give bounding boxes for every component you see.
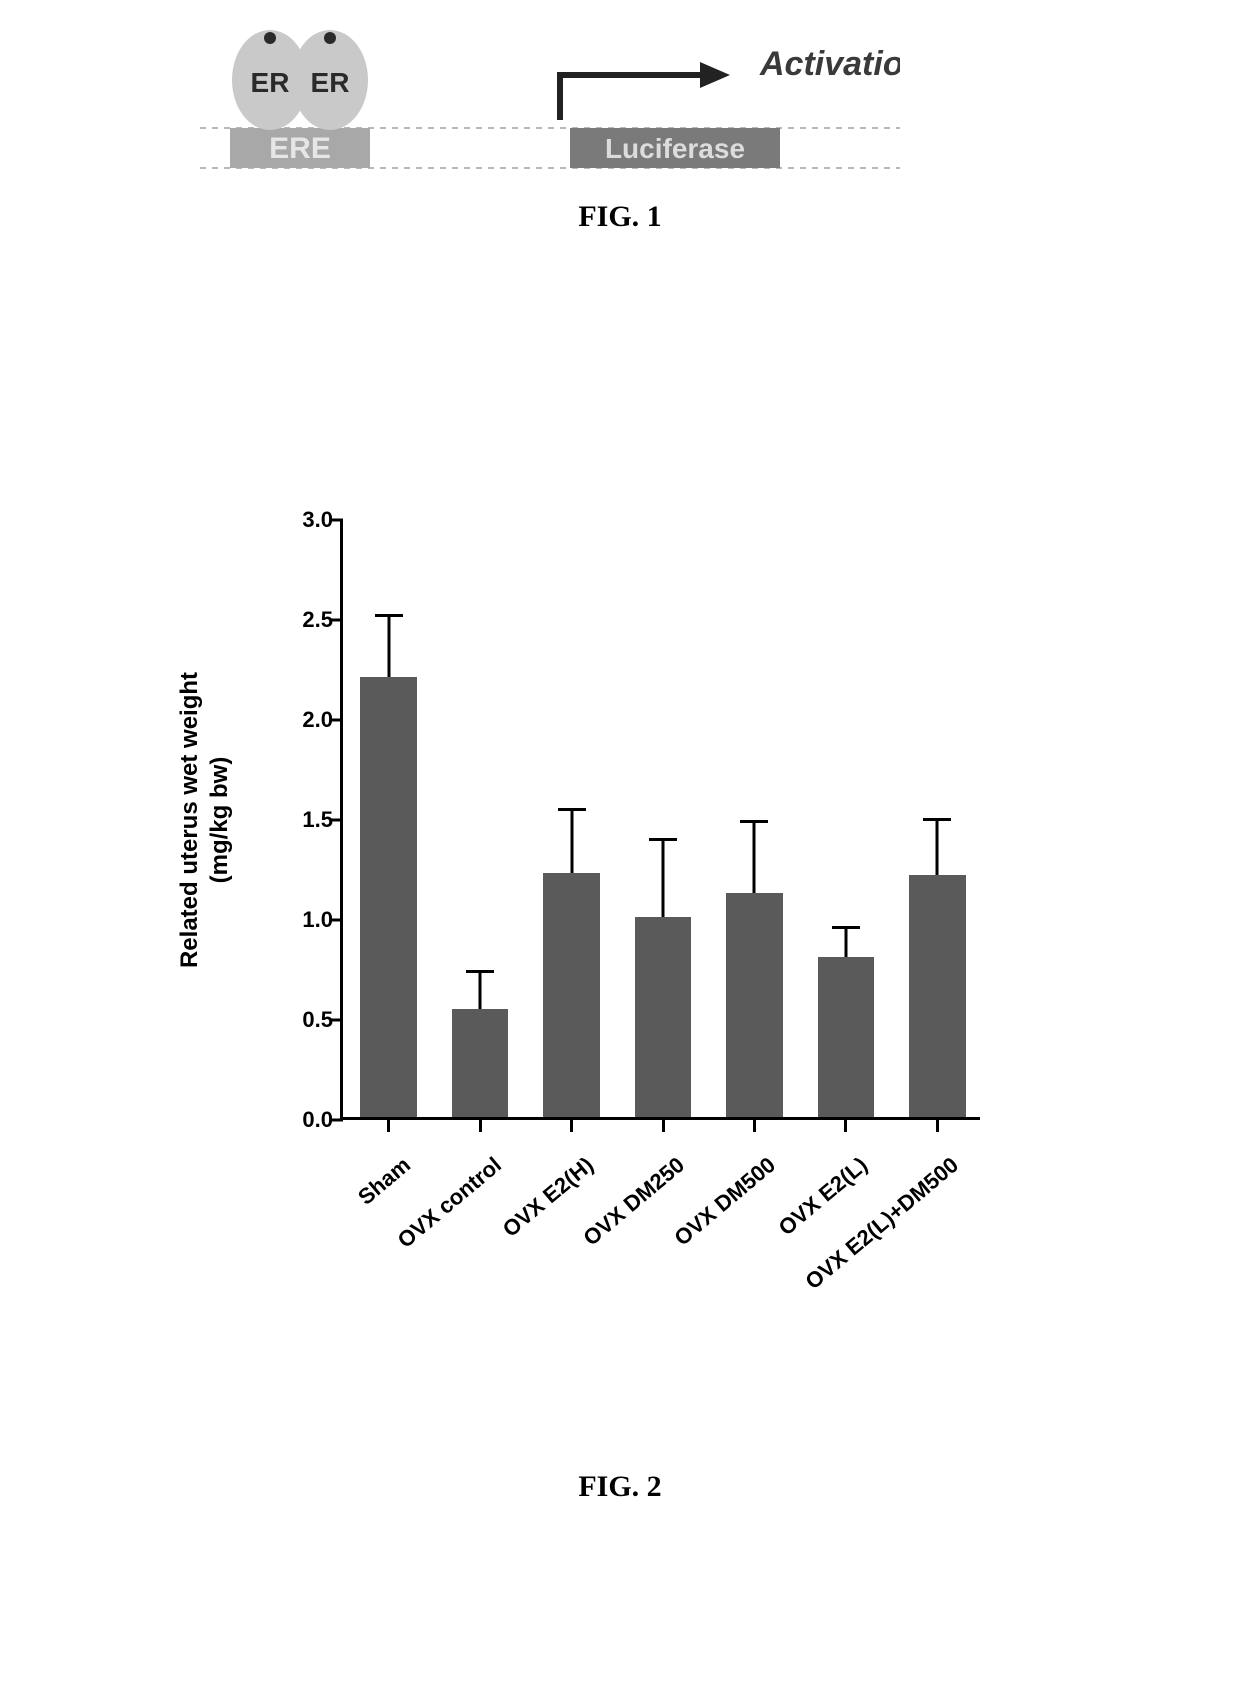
ytick-label: 3.0 <box>283 507 333 533</box>
error-cap <box>558 808 586 811</box>
chart-area: 0.00.51.01.52.02.53.0ShamOVX controlOVX … <box>340 520 980 1120</box>
y-axis-label: Related uterus wet weight (mg/kg bw) <box>175 672 235 968</box>
bar-fill <box>909 875 966 1117</box>
ytick-label: 2.0 <box>283 707 333 733</box>
error-line <box>387 615 390 677</box>
fig2-chart: Related uterus wet weight (mg/kg bw) 0.0… <box>160 500 1060 1400</box>
error-cap <box>832 926 860 929</box>
ytick-label: 2.5 <box>283 607 333 633</box>
error-cap <box>375 614 403 617</box>
bar-fill <box>818 957 875 1117</box>
error-cap <box>649 838 677 841</box>
bar <box>818 517 875 1117</box>
bar-fill <box>726 893 783 1117</box>
bar-fill <box>543 873 600 1117</box>
bar <box>543 517 600 1117</box>
er-label-2: ER <box>311 67 350 98</box>
xtick-mark <box>570 1120 573 1132</box>
error-line <box>753 821 756 893</box>
xtick-mark <box>479 1120 482 1132</box>
xtick-mark <box>387 1120 390 1132</box>
ytick-label: 0.5 <box>283 1007 333 1033</box>
bar-fill <box>635 917 692 1117</box>
xtick-mark <box>753 1120 756 1132</box>
error-cap <box>923 818 951 821</box>
xtick-mark <box>662 1120 665 1132</box>
activation-label: Activation <box>759 45 900 83</box>
ytick-label: 1.5 <box>283 807 333 833</box>
bar-fill <box>360 677 417 1117</box>
error-cap <box>466 970 494 973</box>
error-line <box>844 927 847 957</box>
xtick-mark <box>936 1120 939 1132</box>
fig1-svg: ERE Luciferase ER ER Activation <box>200 20 900 200</box>
fig2-caption: FIG. 2 <box>0 1470 1240 1504</box>
error-line <box>661 839 664 917</box>
bar <box>726 517 783 1117</box>
ytick-label: 1.0 <box>283 907 333 933</box>
bar <box>909 517 966 1117</box>
ytick-label: 0.0 <box>283 1107 333 1133</box>
error-line <box>936 819 939 875</box>
er-label-1: ER <box>251 67 290 98</box>
error-line <box>479 971 482 1009</box>
bar-fill <box>452 1009 509 1117</box>
xtick-label: OVX DM500 <box>670 1152 781 1251</box>
xtick-label: OVX E2(L)+DM500 <box>801 1152 964 1295</box>
bar <box>452 517 509 1117</box>
xtick-label: Sham <box>353 1152 416 1210</box>
error-cap <box>740 820 768 823</box>
fig1-caption: FIG. 1 <box>0 200 1240 234</box>
xtick-mark <box>844 1120 847 1132</box>
ere-label: ERE <box>269 132 331 165</box>
bar <box>635 517 692 1117</box>
error-line <box>570 809 573 873</box>
luciferase-label: Luciferase <box>605 133 745 164</box>
plot-region: 0.00.51.01.52.02.53.0ShamOVX controlOVX … <box>340 520 980 1120</box>
bar <box>360 517 417 1117</box>
